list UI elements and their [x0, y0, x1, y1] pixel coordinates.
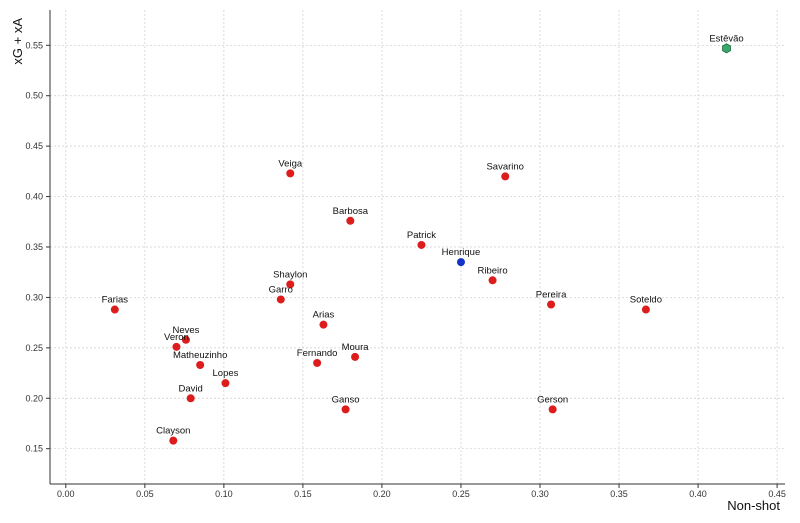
- point-10: [641, 305, 650, 314]
- y-axis-title: xG + xA: [10, 18, 25, 65]
- x-tick-label: 0.40: [689, 489, 707, 499]
- x-tick-label: 0.00: [57, 489, 75, 499]
- point-14: [172, 342, 181, 351]
- x-axis-ticks: 0.00 0.05 0.10 0.15 0.20 0.25 0.30 0.35 0.40 0.45: [57, 484, 786, 499]
- point-label: Veiga: [278, 158, 302, 169]
- point-label: Lopes: [213, 368, 239, 379]
- grid-lines: [50, 10, 785, 484]
- point-19: [186, 394, 195, 403]
- point-label: Moura: [342, 342, 370, 353]
- point-5: [456, 258, 465, 267]
- point-label: Arias: [313, 310, 335, 321]
- y-tick-label: 0.30: [25, 292, 43, 302]
- point-label: Pereira: [536, 289, 567, 300]
- point-label: Gerson: [537, 394, 568, 405]
- y-tick-label: 0.40: [25, 192, 43, 202]
- data-points: [110, 43, 731, 445]
- x-tick-label: 0.35: [610, 489, 628, 499]
- point-label: Fernando: [297, 348, 338, 359]
- point-label: Neves: [172, 325, 199, 336]
- point-label: Barbosa: [333, 206, 369, 217]
- point-11: [110, 305, 119, 314]
- point-label: Shaylon: [273, 269, 307, 280]
- point-label: Garro: [269, 284, 293, 295]
- x-tick-label: 0.15: [294, 489, 312, 499]
- x-tick-label: 0.10: [215, 489, 233, 499]
- point-6: [488, 276, 497, 285]
- point-3: [346, 216, 355, 225]
- point-17: [196, 360, 205, 369]
- y-tick-label: 0.45: [25, 141, 43, 151]
- point-labels: Estêvão Veiga Savarino Barbosa Patrick Henriq…: [102, 33, 744, 436]
- point-1: [286, 169, 295, 178]
- x-axis-title: Non-shot: [727, 498, 780, 513]
- point-13: [181, 335, 190, 344]
- point-21: [548, 405, 557, 414]
- x-tick-label: 0.25: [452, 489, 470, 499]
- y-tick-label: 0.15: [25, 444, 43, 454]
- point-label: Veron: [164, 332, 189, 343]
- point-22: [169, 436, 178, 445]
- point-15: [351, 352, 360, 361]
- point-label: David: [179, 383, 203, 394]
- point-0: [722, 43, 731, 54]
- point-label: Clayson: [156, 426, 190, 437]
- x-tick-label: 0.05: [136, 489, 154, 499]
- point-label: Estêvão: [709, 33, 743, 44]
- y-tick-label: 0.35: [25, 242, 43, 252]
- x-tick-label: 0.20: [373, 489, 391, 499]
- point-18: [221, 379, 230, 388]
- point-label: Ganso: [332, 394, 360, 405]
- point-label: Savarino: [486, 161, 524, 172]
- point-label: Soteldo: [630, 295, 662, 306]
- point-12: [319, 320, 328, 329]
- point-20: [341, 405, 350, 414]
- y-tick-label: 0.55: [25, 40, 43, 50]
- x-tick-label: 0.30: [531, 489, 549, 499]
- point-8: [276, 295, 285, 304]
- point-9: [547, 300, 556, 309]
- point-16: [313, 358, 322, 367]
- point-label: Farias: [102, 295, 129, 306]
- point-label: Ribeiro: [478, 265, 508, 276]
- y-tick-label: 0.25: [25, 343, 43, 353]
- point-4: [417, 240, 426, 249]
- point-2: [501, 172, 510, 181]
- x-tick-label: 0.45: [768, 489, 786, 499]
- y-axis-ticks: 0.15 0.20 0.25 0.30 0.35 0.40 0.45 0.50 0.55: [25, 40, 50, 454]
- point-label: Henrique: [442, 247, 481, 258]
- point-label: Patrick: [407, 230, 436, 241]
- y-tick-label: 0.20: [25, 393, 43, 403]
- point-label: Matheuzinho: [173, 350, 227, 361]
- y-tick-label: 0.50: [25, 91, 43, 101]
- point-7: [286, 280, 295, 289]
